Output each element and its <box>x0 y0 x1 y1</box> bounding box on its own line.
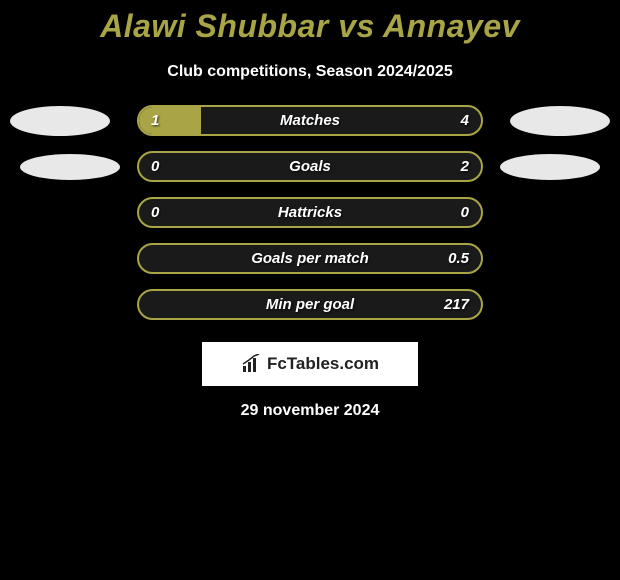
stat-row: Min per goal217 <box>0 289 620 320</box>
date: 29 november 2024 <box>0 402 620 420</box>
stat-bar: Min per goal217 <box>137 289 483 320</box>
stat-row: Hattricks0 0 <box>0 197 620 228</box>
player-right-marker <box>510 106 610 136</box>
logo-box: FcTables.com <box>202 342 418 386</box>
stat-rows: Matches14Goals02Hattricks00Goals per mat… <box>0 105 620 320</box>
stat-bar: Matches1 4 <box>137 105 483 136</box>
player-right-marker <box>500 154 600 180</box>
stat-bar: Hattricks0 0 <box>137 197 483 228</box>
stat-value-left: 1 <box>151 107 159 134</box>
comparison-infographic: Alawi Shubbar vs Annayev Club competitio… <box>0 0 620 420</box>
stat-value-right: 0.5 <box>448 245 469 272</box>
player-left-marker <box>10 106 110 136</box>
chart-icon <box>241 354 261 374</box>
stat-value-right: 2 <box>461 153 469 180</box>
stat-row: Matches1 4 <box>0 105 620 136</box>
player-left-marker <box>20 154 120 180</box>
stat-row: Goals per match0.5 <box>0 243 620 274</box>
stat-bar: Goals per match0.5 <box>137 243 483 274</box>
logo-text: FcTables.com <box>267 354 379 374</box>
title: Alawi Shubbar vs Annayev <box>0 8 620 45</box>
stat-label: Matches <box>139 107 481 134</box>
stat-value-right: 0 <box>461 199 469 226</box>
stat-label: Hattricks <box>139 199 481 226</box>
stat-bar: Goals0 2 <box>137 151 483 182</box>
stat-value-right: 217 <box>444 291 469 318</box>
stat-value-right: 4 <box>461 107 469 134</box>
stat-row: Goals0 2 <box>0 151 620 182</box>
stat-label: Min per goal <box>139 291 481 318</box>
stat-label: Goals <box>139 153 481 180</box>
subtitle: Club competitions, Season 2024/2025 <box>0 63 620 81</box>
stat-value-left: 0 <box>151 153 159 180</box>
stat-label: Goals per match <box>139 245 481 272</box>
stat-value-left: 0 <box>151 199 159 226</box>
